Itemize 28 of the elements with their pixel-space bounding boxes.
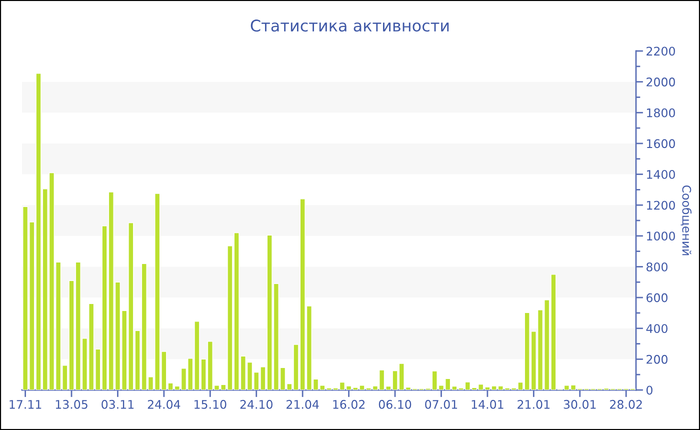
x-tick-label: 13.05 xyxy=(56,400,88,409)
y-tick-label: 600 xyxy=(646,293,668,302)
y-tick-label: 1400 xyxy=(647,170,675,179)
x-tick-label: 24.10 xyxy=(240,400,272,409)
y-tick-label: 200 xyxy=(646,354,668,364)
y-tick-label: 1600 xyxy=(647,139,675,148)
y-axis-title: Сообщений xyxy=(680,185,692,256)
x-tick-label: 03.11 xyxy=(102,400,134,409)
y-tick-label: 800 xyxy=(646,262,668,272)
x-tick-label: 16.02 xyxy=(333,400,365,409)
x-tick-label: 15.10 xyxy=(194,400,226,409)
x-tick-label: 17.11 xyxy=(10,400,42,409)
x-tick-label: 21.04 xyxy=(286,400,319,409)
x-tick-label: 24.04 xyxy=(148,400,180,409)
chart-title: Статистика активности xyxy=(250,20,449,32)
x-tick-label: 06.10 xyxy=(378,400,412,409)
y-tick-label: 1200 xyxy=(647,200,675,210)
x-tick-label: 07.01 xyxy=(425,400,458,409)
x-tick-label: 21.01 xyxy=(518,400,550,409)
y-tick-label: 2000 xyxy=(646,78,675,86)
y-tick-label: 400 xyxy=(646,324,668,334)
x-tick-label: 30.01 xyxy=(564,400,596,409)
x-tick-label: 14.01 xyxy=(472,400,504,409)
y-tick-label: 1000 xyxy=(647,232,675,241)
x-tick-label: 28.02 xyxy=(610,400,642,409)
y-tick-label: 2200 xyxy=(646,46,675,56)
y-tick-label: 0 xyxy=(646,386,652,395)
y-tick-label: 1800 xyxy=(647,108,675,118)
